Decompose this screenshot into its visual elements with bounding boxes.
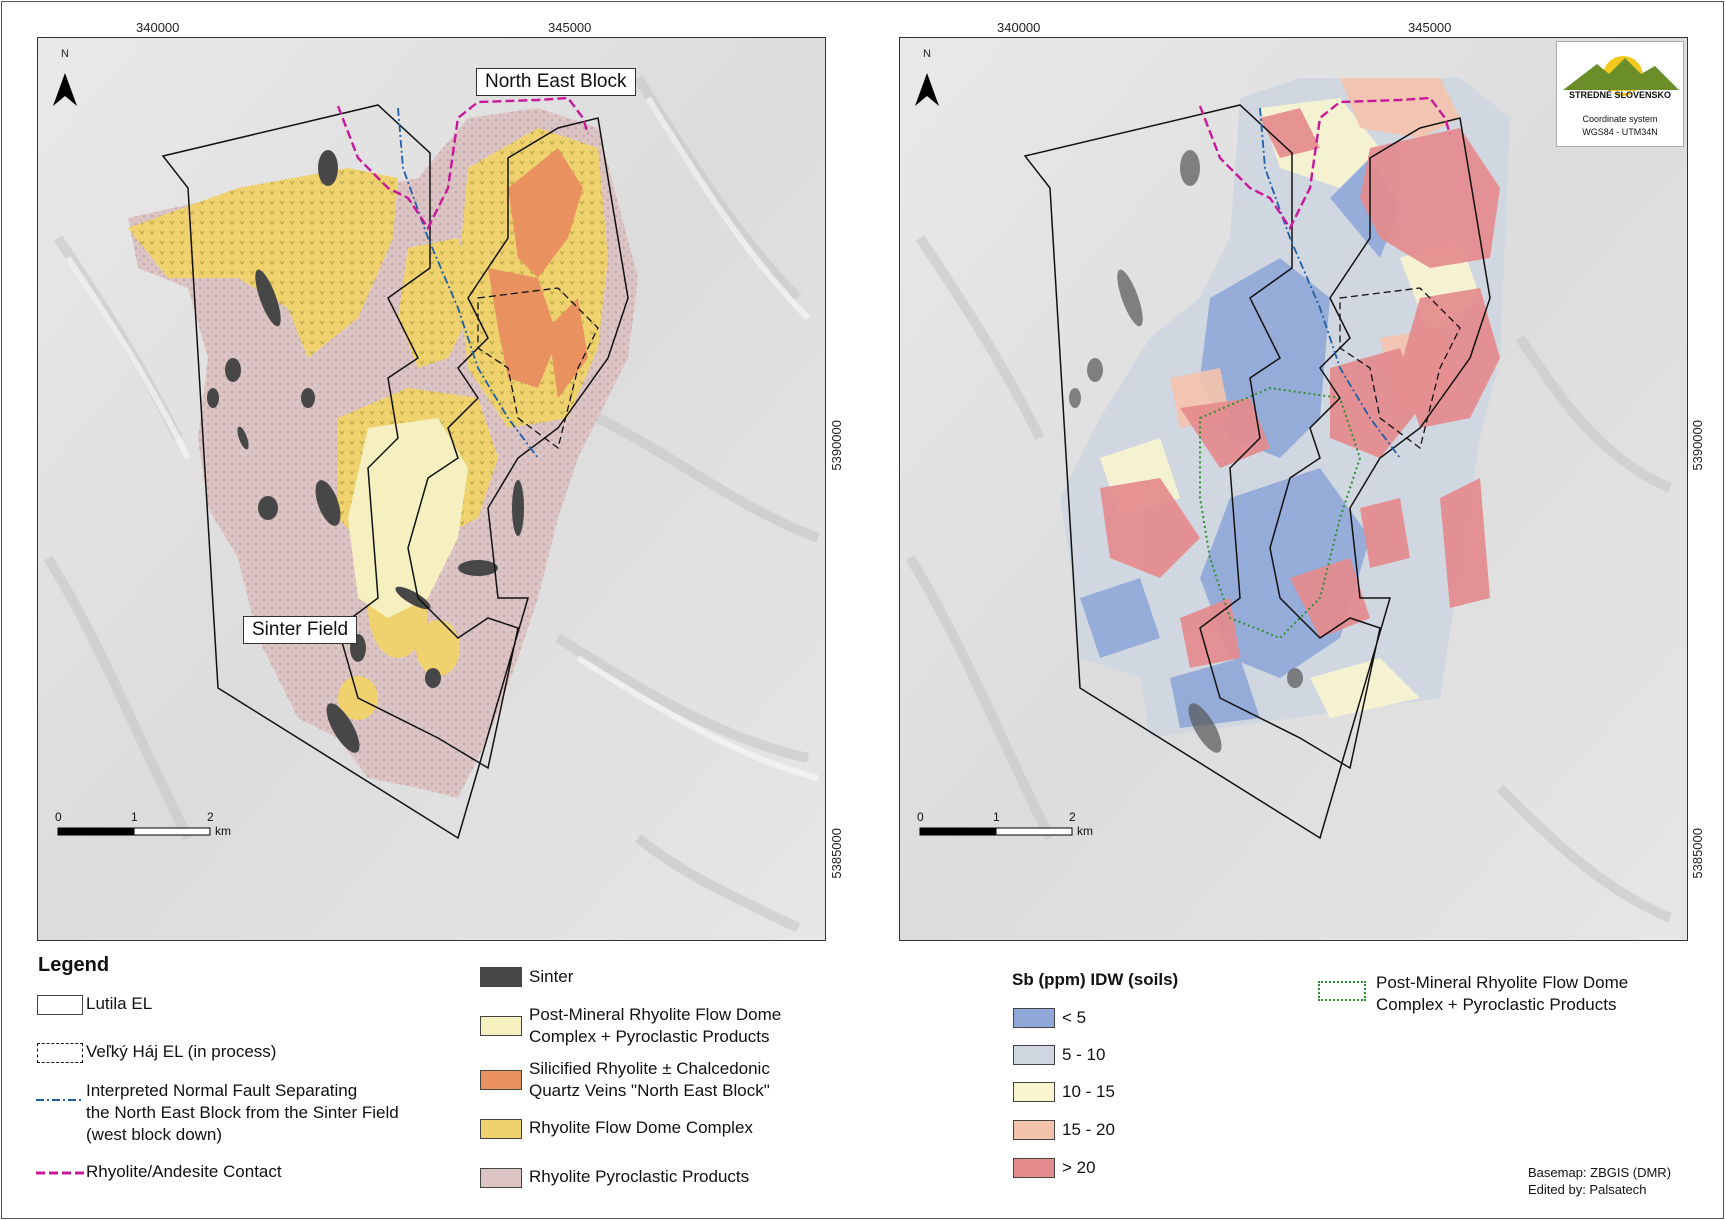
- sb-legend-title: Sb (ppm) IDW (soils): [1012, 970, 1179, 989]
- legend-label: Rhyolite/Andesite Contact: [86, 1162, 282, 1181]
- left-x-tick-340000: 340000: [136, 20, 180, 35]
- sb-swatch: [1013, 1082, 1055, 1102]
- legend-label: Rhyolite Flow Dome Complex: [529, 1118, 753, 1137]
- north-arrow-icon: [53, 73, 77, 106]
- logo-name: STREDNÉ SLOVENSKO: [1568, 90, 1671, 100]
- legend-label-line1: Interpreted Normal Fault Separating: [86, 1081, 358, 1100]
- right-sb-map: N 0 1 2 km STREDNÉ SLOVENSKO Coordinate …: [899, 37, 1688, 941]
- sb-label: < 5: [1062, 1008, 1087, 1027]
- scale-bar: 0 1 2 km: [917, 810, 1120, 840]
- left-geology-map: N 0 1 2 km North East Block Sinter Field: [37, 37, 826, 941]
- sinter-field-label: Sinter Field: [243, 616, 358, 644]
- scale-2: 2: [1069, 810, 1076, 824]
- credits: Basemap: ZBGIS (DMR) Edited by: Palsatec…: [1528, 1164, 1671, 1198]
- right-y-tick-5390000: 5390000: [1690, 420, 1705, 471]
- solid-box-icon: [37, 995, 83, 1015]
- legend-label-line2: the North East Block from the Sinter Fie…: [86, 1103, 399, 1122]
- legend-label: Veľký Háj EL (in process): [86, 1042, 277, 1061]
- legend-label-line2: Complex + Pyroclastic Products: [529, 1027, 770, 1046]
- legend-label-line2: Quartz Veins "North East Block": [529, 1081, 770, 1100]
- left-x-tick-345000: 345000: [548, 20, 592, 35]
- overlay-label-line1: Post-Mineral Rhyolite Flow Dome: [1376, 973, 1629, 992]
- sb-swatch: [1013, 1120, 1055, 1140]
- dashed-box-icon: [37, 1043, 83, 1063]
- scale-unit: km: [215, 824, 231, 838]
- scale-unit: km: [1077, 824, 1093, 838]
- sb-label: 10 - 15: [1062, 1082, 1115, 1101]
- scale-0: 0: [917, 810, 924, 824]
- sb-label: 15 - 20: [1062, 1120, 1115, 1139]
- sinter-swatch: [480, 967, 522, 987]
- overlay-label-line2: Complex + Pyroclastic Products: [1376, 995, 1617, 1014]
- left-map-canvas: [38, 38, 825, 940]
- legend-label-line3: (west block down): [86, 1125, 223, 1144]
- post-mineral-swatch: [480, 1016, 522, 1036]
- right-x-tick-340000: 340000: [997, 20, 1041, 35]
- north-arrow-icon: [915, 73, 939, 106]
- scale-1: 1: [993, 810, 1000, 824]
- right-y-tick-5385000: 5385000: [1690, 828, 1705, 879]
- legend-label: Sinter: [529, 967, 574, 986]
- edited-by-credit: Edited by: Palsatech: [1528, 1182, 1647, 1197]
- legend-title: Legend: [38, 954, 110, 976]
- legend-label-line1: Post-Mineral Rhyolite Flow Dome: [529, 1005, 782, 1024]
- green-dotted-box-icon: [1318, 981, 1366, 1001]
- basemap-credit: Basemap: ZBGIS (DMR): [1528, 1165, 1672, 1180]
- north-letter: N: [61, 48, 69, 60]
- pyroclastic-swatch: [480, 1168, 522, 1188]
- scale-0: 0: [55, 810, 62, 824]
- mountain-logo-icon: [1563, 56, 1679, 96]
- dash-dot-line-icon: [36, 1099, 84, 1101]
- sb-label: > 20: [1062, 1158, 1096, 1177]
- scale-2: 2: [207, 810, 214, 824]
- north-east-block-label: North East Block: [476, 68, 636, 96]
- sb-swatch: [1013, 1008, 1055, 1028]
- flow-dome-swatch: [480, 1119, 522, 1139]
- logo-box: STREDNÉ SLOVENSKO Coordinate system WGS8…: [1556, 41, 1684, 147]
- left-y-tick-5390000: 5390000: [829, 420, 844, 471]
- coordinate-system-label: Coordinate system: [1582, 114, 1658, 124]
- right-x-tick-345000: 345000: [1408, 20, 1452, 35]
- legend-label: Rhyolite Pyroclastic Products: [529, 1167, 750, 1186]
- coordinate-system-value: WGS84 - UTM34N: [1582, 127, 1658, 137]
- left-y-tick-5385000: 5385000: [829, 828, 844, 879]
- scale-bar: 0 1 2 km: [55, 810, 258, 840]
- legend-label-line1: Silicified Rhyolite ± Chalcedonic: [529, 1059, 770, 1078]
- sb-swatch: [1013, 1045, 1055, 1065]
- dashed-line-icon: [36, 1171, 84, 1175]
- north-letter: N: [923, 48, 931, 60]
- sb-swatch: [1013, 1158, 1055, 1178]
- right-map-canvas: [900, 38, 1687, 940]
- sb-label: 5 - 10: [1062, 1045, 1106, 1064]
- scale-1: 1: [131, 810, 138, 824]
- legend-label: Lutila EL: [86, 994, 153, 1013]
- silicified-swatch: [480, 1070, 522, 1090]
